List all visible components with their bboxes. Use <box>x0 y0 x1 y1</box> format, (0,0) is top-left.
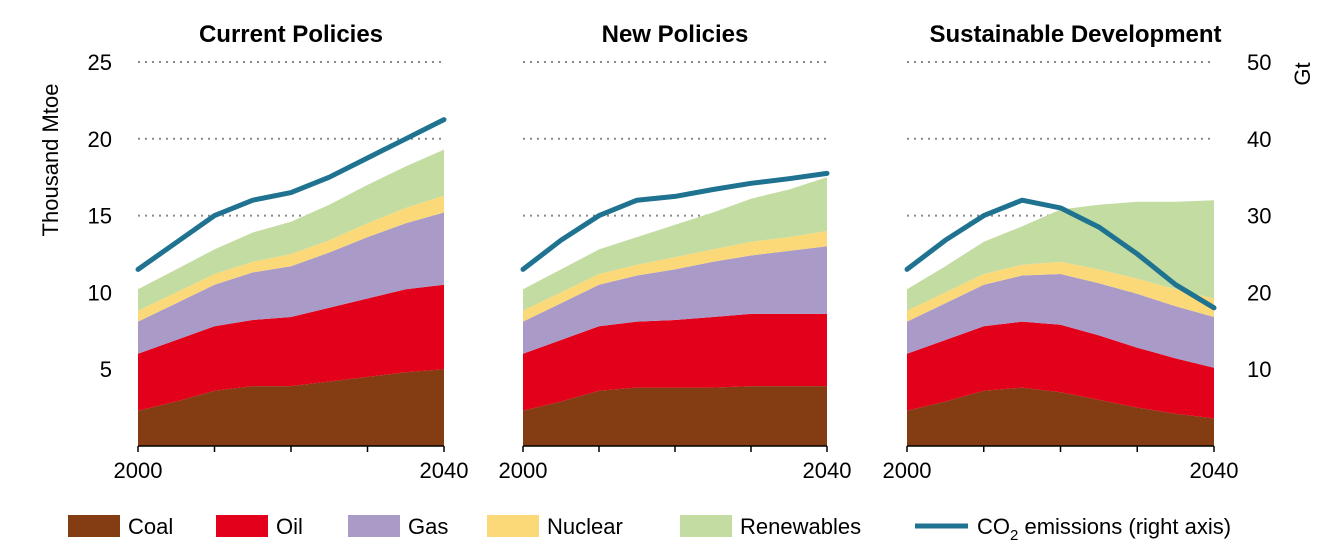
panel-title: Sustainable Development <box>929 21 1221 48</box>
area-gas <box>138 212 444 354</box>
area-oil <box>907 321 1214 419</box>
co2-line <box>904 197 1217 311</box>
area-oil <box>523 313 827 411</box>
y2-tick-label: 20 <box>1247 280 1271 305</box>
area-gas <box>907 274 1214 368</box>
co2-line <box>520 170 830 272</box>
legend-swatch <box>68 515 120 537</box>
area-nuclear <box>523 231 827 322</box>
legend-label: Oil <box>276 514 303 539</box>
y-tick-label: 5 <box>100 357 112 382</box>
axes-layer: 5 10 15 20 25 Thousand Mtoe 10 20 30 40 50 Gt <box>38 50 1315 382</box>
y-axis-title: Thousand Mtoe <box>38 84 63 237</box>
x-tick-label: 2000 <box>883 458 932 483</box>
y-tick-label: 15 <box>88 204 112 229</box>
legend-swatch <box>680 515 732 537</box>
panels-layer: 2000 2040 Current Policies 2000 2040 New Poli… <box>114 21 1239 483</box>
area-renewables <box>523 177 827 311</box>
x-tick-label: 2000 <box>499 458 548 483</box>
legend-swatch <box>216 515 268 537</box>
area-nuclear <box>138 195 444 322</box>
y2-tick-label: 30 <box>1247 204 1271 229</box>
area-gas <box>523 246 827 354</box>
legend-label: CO2 emissions (right axis) <box>977 514 1231 544</box>
area-coal <box>523 386 827 446</box>
area-renewables <box>907 200 1214 311</box>
y2-tick-label: 10 <box>1247 357 1271 382</box>
y-tick-label: 20 <box>88 127 112 152</box>
legend-item-co: CO2 emissions (right axis) <box>915 514 1231 544</box>
area-renewables <box>138 149 444 311</box>
legend-swatch <box>487 515 539 537</box>
legend-item-coal: Coal <box>68 514 173 539</box>
y2-tick-label: 50 <box>1247 50 1271 75</box>
y-tick-label: 10 <box>88 280 112 305</box>
legend-swatch <box>348 515 400 537</box>
panel-title: New Policies <box>602 21 749 48</box>
area-oil <box>138 284 444 411</box>
area-nuclear <box>907 261 1214 322</box>
x-tick-label: 2040 <box>1190 458 1239 483</box>
area-coal <box>907 387 1214 446</box>
x-tick-label: 2000 <box>114 458 163 483</box>
legend-item-renewables: Renewables <box>680 514 861 539</box>
x-tick-label: 2040 <box>803 458 852 483</box>
legend: Coal Oil Gas Nuclear Renewables CO2 emissions… <box>68 514 1231 544</box>
panel-new-policies: 2000 2040 New Policies <box>499 21 852 483</box>
legend-item-nuclear: Nuclear <box>487 514 623 539</box>
x-tick-label: 2040 <box>420 458 469 483</box>
legend-label: Renewables <box>740 514 861 539</box>
panel-sustainable-development: 2000 2040 Sustainable Development <box>883 21 1239 483</box>
legend-label: Coal <box>128 514 173 539</box>
co2-line <box>135 117 447 272</box>
area-coal <box>138 369 444 446</box>
y2-axis-title: Gt <box>1290 62 1315 85</box>
legend-item-oil: Oil <box>216 514 303 539</box>
legend-label: Nuclear <box>547 514 623 539</box>
y2-tick-label: 40 <box>1247 127 1271 152</box>
panel-title: Current Policies <box>199 21 383 48</box>
y-tick-label: 25 <box>88 50 112 75</box>
legend-label: Gas <box>408 514 448 539</box>
panel-current-policies: 2000 2040 Current Policies <box>114 21 469 483</box>
legend-item-gas: Gas <box>348 514 448 539</box>
